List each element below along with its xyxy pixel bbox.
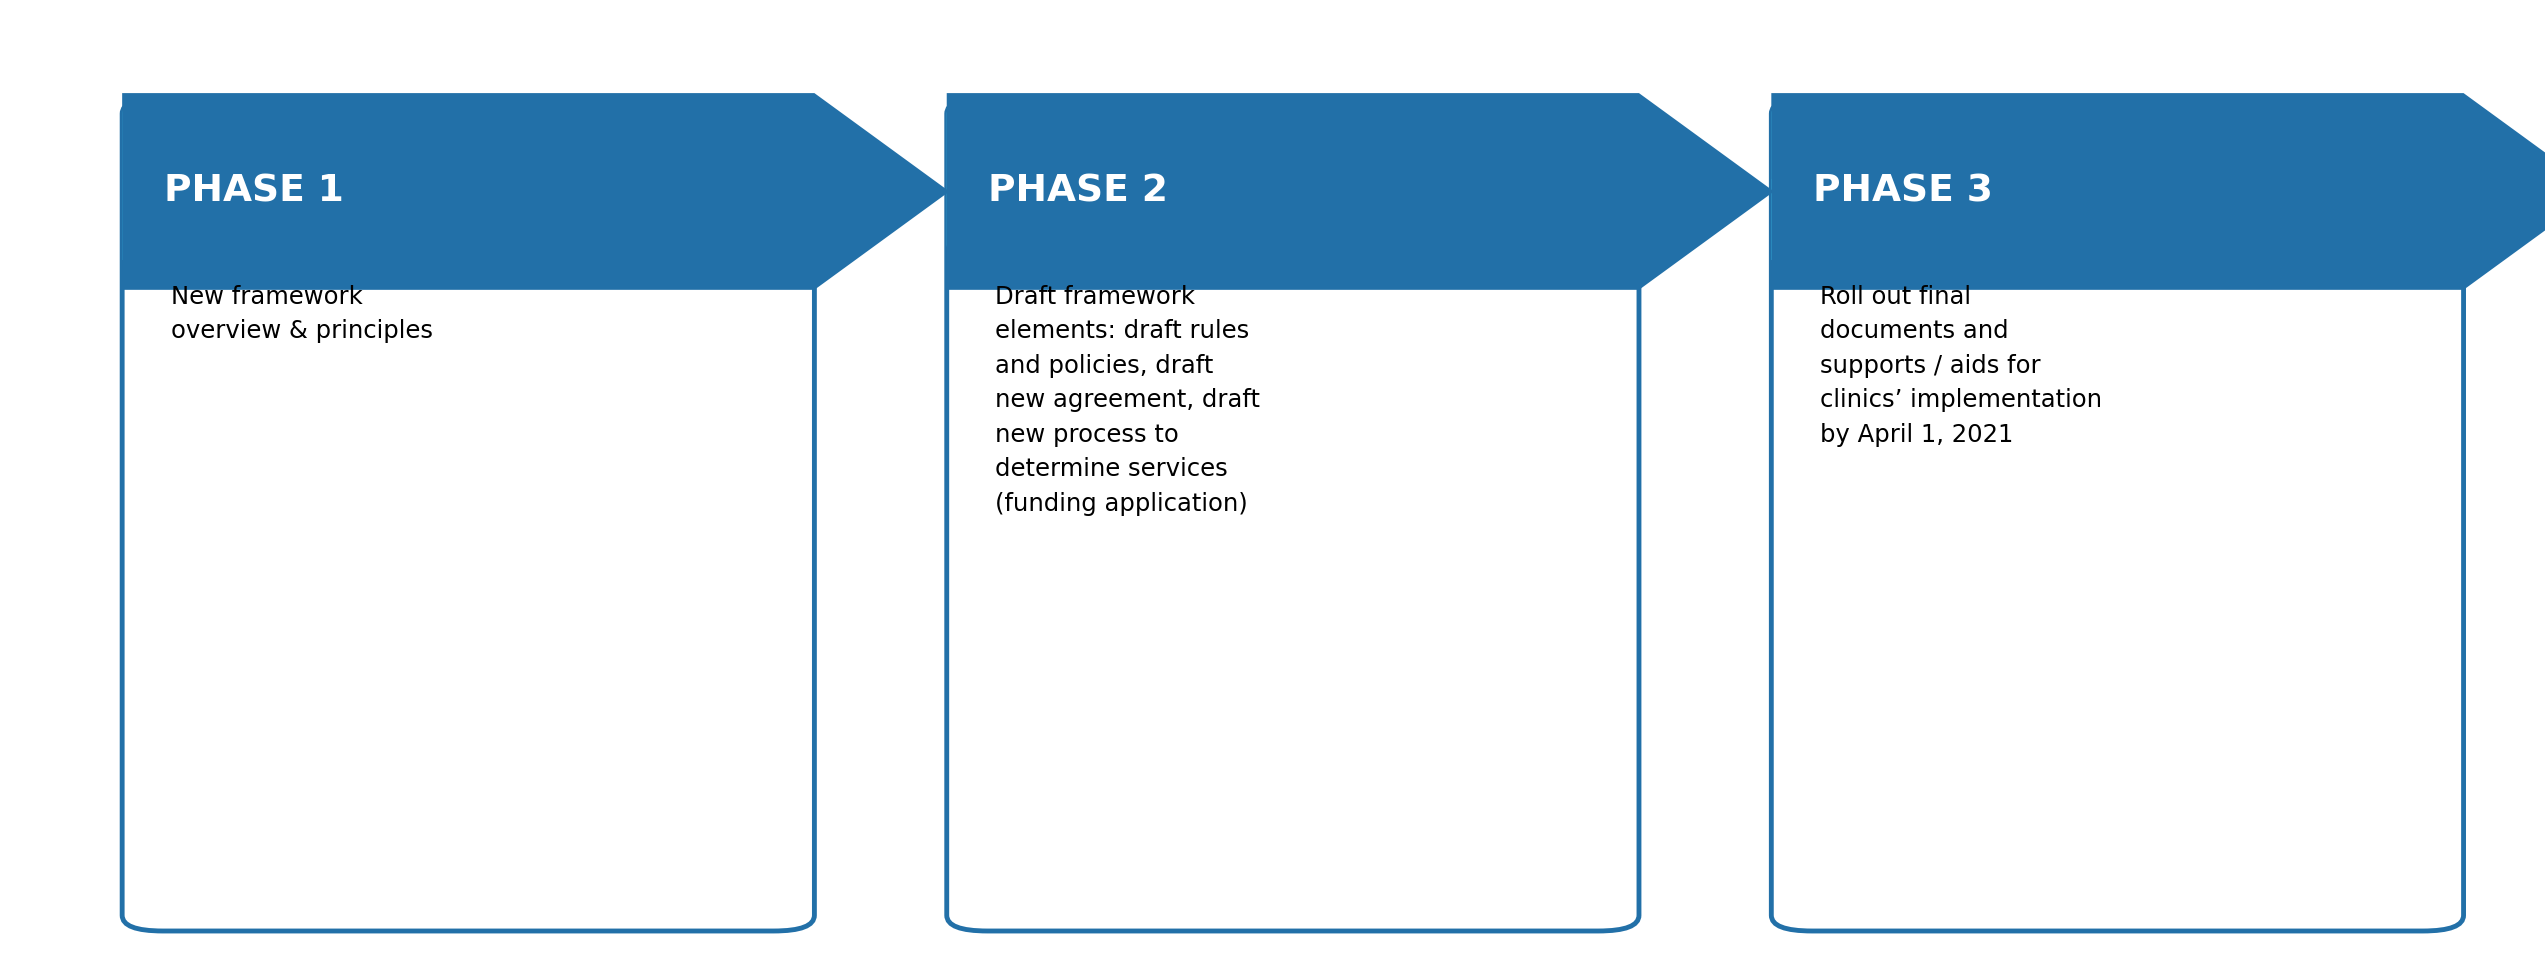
Text: Draft framework
elements: draft rules
and policies, draft
new agreement, draft
n: Draft framework elements: draft rules an… xyxy=(995,285,1260,515)
Text: PHASE 2: PHASE 2 xyxy=(987,173,1168,210)
FancyBboxPatch shape xyxy=(122,98,814,261)
Text: PHASE 1: PHASE 1 xyxy=(163,173,344,210)
Polygon shape xyxy=(947,93,1774,290)
Polygon shape xyxy=(1771,93,2545,290)
Text: New framework
overview & principles: New framework overview & principles xyxy=(171,285,433,343)
Bar xyxy=(947,179,1639,261)
Polygon shape xyxy=(122,93,949,290)
Text: PHASE 3: PHASE 3 xyxy=(1812,173,1993,210)
FancyBboxPatch shape xyxy=(1771,98,2464,931)
Text: Roll out final
documents and
supports / aids for
clinics’ implementation
by Apri: Roll out final documents and supports / … xyxy=(1820,285,2102,447)
FancyBboxPatch shape xyxy=(947,98,1639,261)
FancyBboxPatch shape xyxy=(947,98,1639,931)
Bar xyxy=(1771,179,2464,261)
Bar xyxy=(122,179,814,261)
FancyBboxPatch shape xyxy=(122,98,814,931)
FancyBboxPatch shape xyxy=(1771,98,2464,261)
